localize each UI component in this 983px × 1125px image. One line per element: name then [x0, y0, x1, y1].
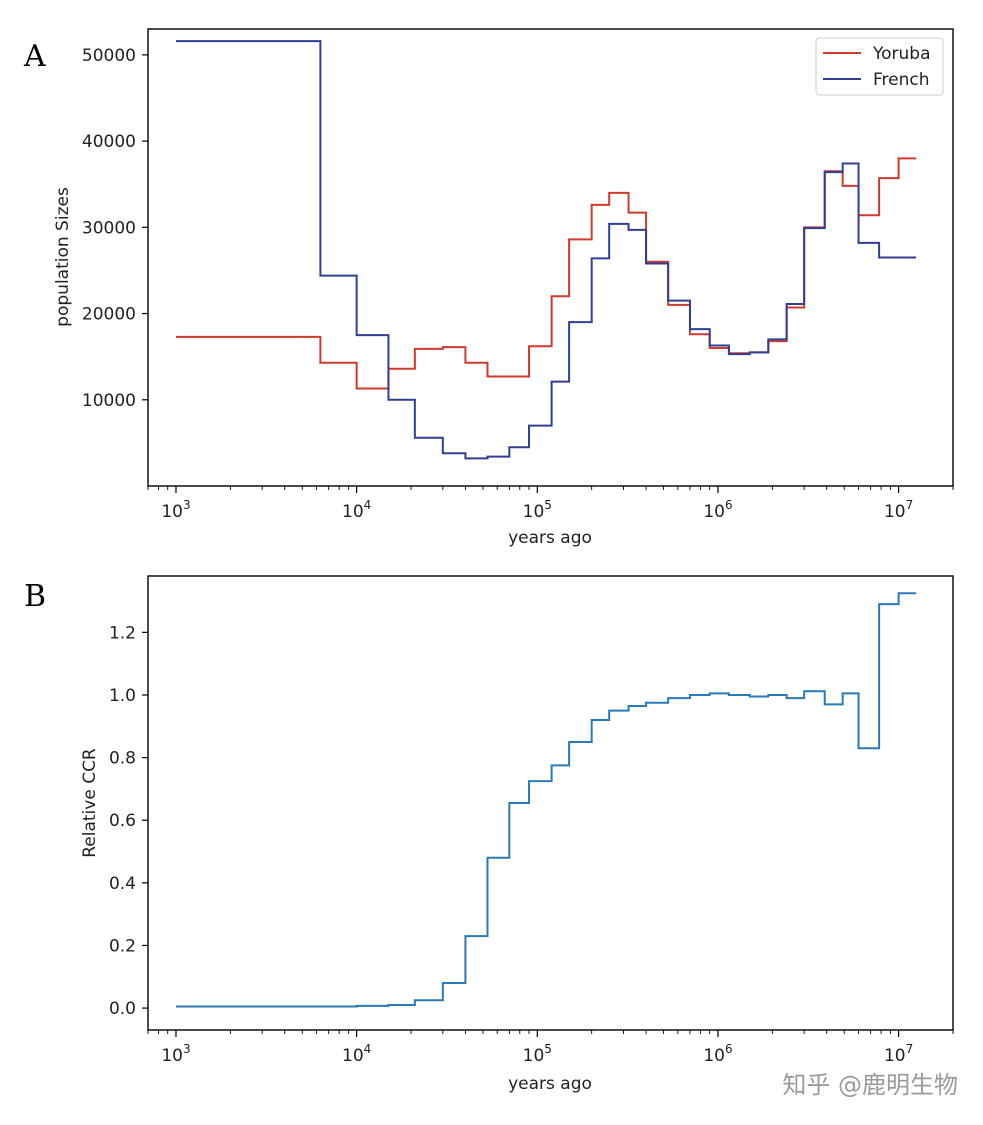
y-tick-label: 50000	[82, 46, 136, 66]
y-tick-label: 0.6	[109, 811, 136, 831]
legend-label-yoruba: Yoruba	[872, 44, 931, 64]
series-line-relative-ccr	[175, 592, 917, 1008]
y-tick-label: 10000	[82, 391, 136, 411]
series-line-french	[175, 40, 917, 460]
x-tick-label: 107	[884, 1042, 913, 1066]
panel-b-y-ticks: 0.0 0.2 0.4 0.6 0.8 1.0 1.2	[109, 623, 148, 1019]
panel-letter-b: B	[24, 579, 46, 614]
x-tick-label: 105	[523, 498, 552, 522]
chart-panel-b: 103 104 105 106 107 0.0 0.2 0.4 0.6 0.8 1.0 1.2 ye…	[80, 575, 954, 1094]
y-tick-label: 1.0	[109, 686, 136, 706]
x-tick-label: 105	[523, 1042, 552, 1066]
x-tick-label: 104	[342, 1042, 371, 1066]
y-tick-label: 1.2	[109, 623, 136, 643]
x-tick-label: 104	[342, 498, 371, 522]
panel-a-y-ticks: 10000 20000 30000 40000 50000	[82, 46, 148, 411]
chart-panel-a: 103 104 105 106 107 10000 20000 30000 40000 5000…	[53, 28, 954, 548]
x-tick-label: 103	[161, 1042, 190, 1066]
panel-b-series-group	[175, 592, 917, 1008]
x-tick-label: 106	[703, 498, 732, 522]
legend: Yoruba French	[815, 37, 944, 96]
panel-b-frame	[147, 575, 954, 1031]
panel-a-frame	[147, 28, 954, 487]
panel-a-x-axis-label: years ago	[508, 528, 592, 548]
panel-a-y-axis-label: population Sizes	[53, 187, 73, 327]
watermark-text: 知乎 @鹿明生物	[782, 1071, 958, 1099]
x-tick-label: 106	[703, 1042, 732, 1066]
y-tick-label: 40000	[82, 132, 136, 152]
panel-b-x-ticks: 103 104 105 106 107	[147, 1030, 954, 1066]
x-tick-label: 107	[884, 498, 913, 522]
panel-letter-a: A	[23, 39, 46, 74]
y-tick-label: 0.4	[109, 874, 136, 894]
legend-label-french: French	[873, 70, 930, 90]
y-tick-label: 20000	[82, 305, 136, 325]
panel-b-y-axis-label: Relative CCR	[80, 748, 100, 858]
y-tick-label: 30000	[82, 218, 136, 238]
y-tick-label: 0.0	[109, 999, 136, 1019]
y-tick-label: 0.2	[109, 936, 136, 956]
y-tick-label: 0.8	[109, 749, 136, 769]
panel-b-x-axis-label: years ago	[508, 1074, 592, 1094]
panel-a-series-group	[175, 40, 917, 460]
panel-a-x-ticks: 103 104 105 106 107	[147, 486, 954, 522]
x-tick-label: 103	[161, 498, 190, 522]
